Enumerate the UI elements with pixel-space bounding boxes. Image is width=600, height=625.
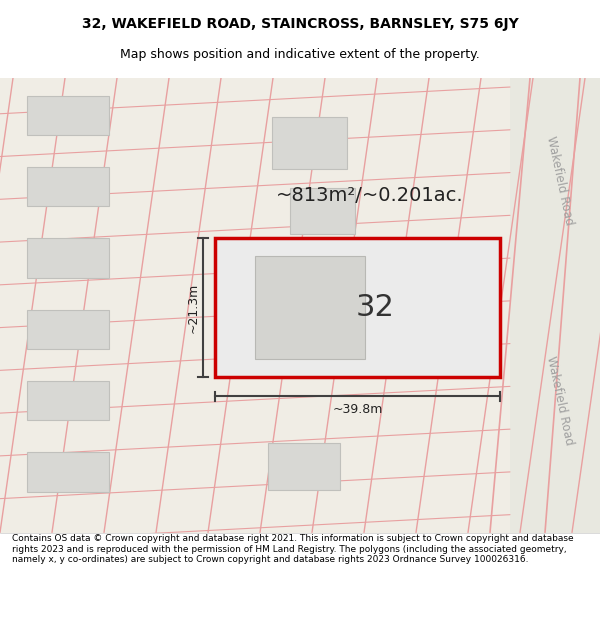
Text: 32: 32 — [356, 294, 394, 322]
Bar — [215, 239, 500, 377]
Bar — [290, 188, 355, 234]
Text: ~39.8m: ~39.8m — [332, 403, 383, 416]
Polygon shape — [27, 381, 109, 420]
Bar — [268, 443, 340, 490]
Text: 32, WAKEFIELD ROAD, STAINCROSS, BARNSLEY, S75 6JY: 32, WAKEFIELD ROAD, STAINCROSS, BARNSLEY… — [82, 17, 518, 31]
Polygon shape — [27, 452, 109, 491]
Polygon shape — [27, 239, 109, 278]
Bar — [510, 78, 600, 532]
Polygon shape — [27, 310, 109, 349]
Text: Contains OS data © Crown copyright and database right 2021. This information is : Contains OS data © Crown copyright and d… — [12, 534, 574, 564]
Polygon shape — [27, 168, 109, 206]
Text: Map shows position and indicative extent of the property.: Map shows position and indicative extent… — [120, 48, 480, 61]
Polygon shape — [27, 96, 109, 135]
Text: ~813m²/~0.201ac.: ~813m²/~0.201ac. — [276, 186, 464, 205]
Text: Wakefield Road: Wakefield Road — [544, 135, 576, 226]
Bar — [272, 118, 347, 169]
Text: ~21.3m: ~21.3m — [187, 282, 199, 332]
Text: Wakefield Road: Wakefield Road — [544, 355, 576, 446]
Bar — [255, 256, 365, 359]
